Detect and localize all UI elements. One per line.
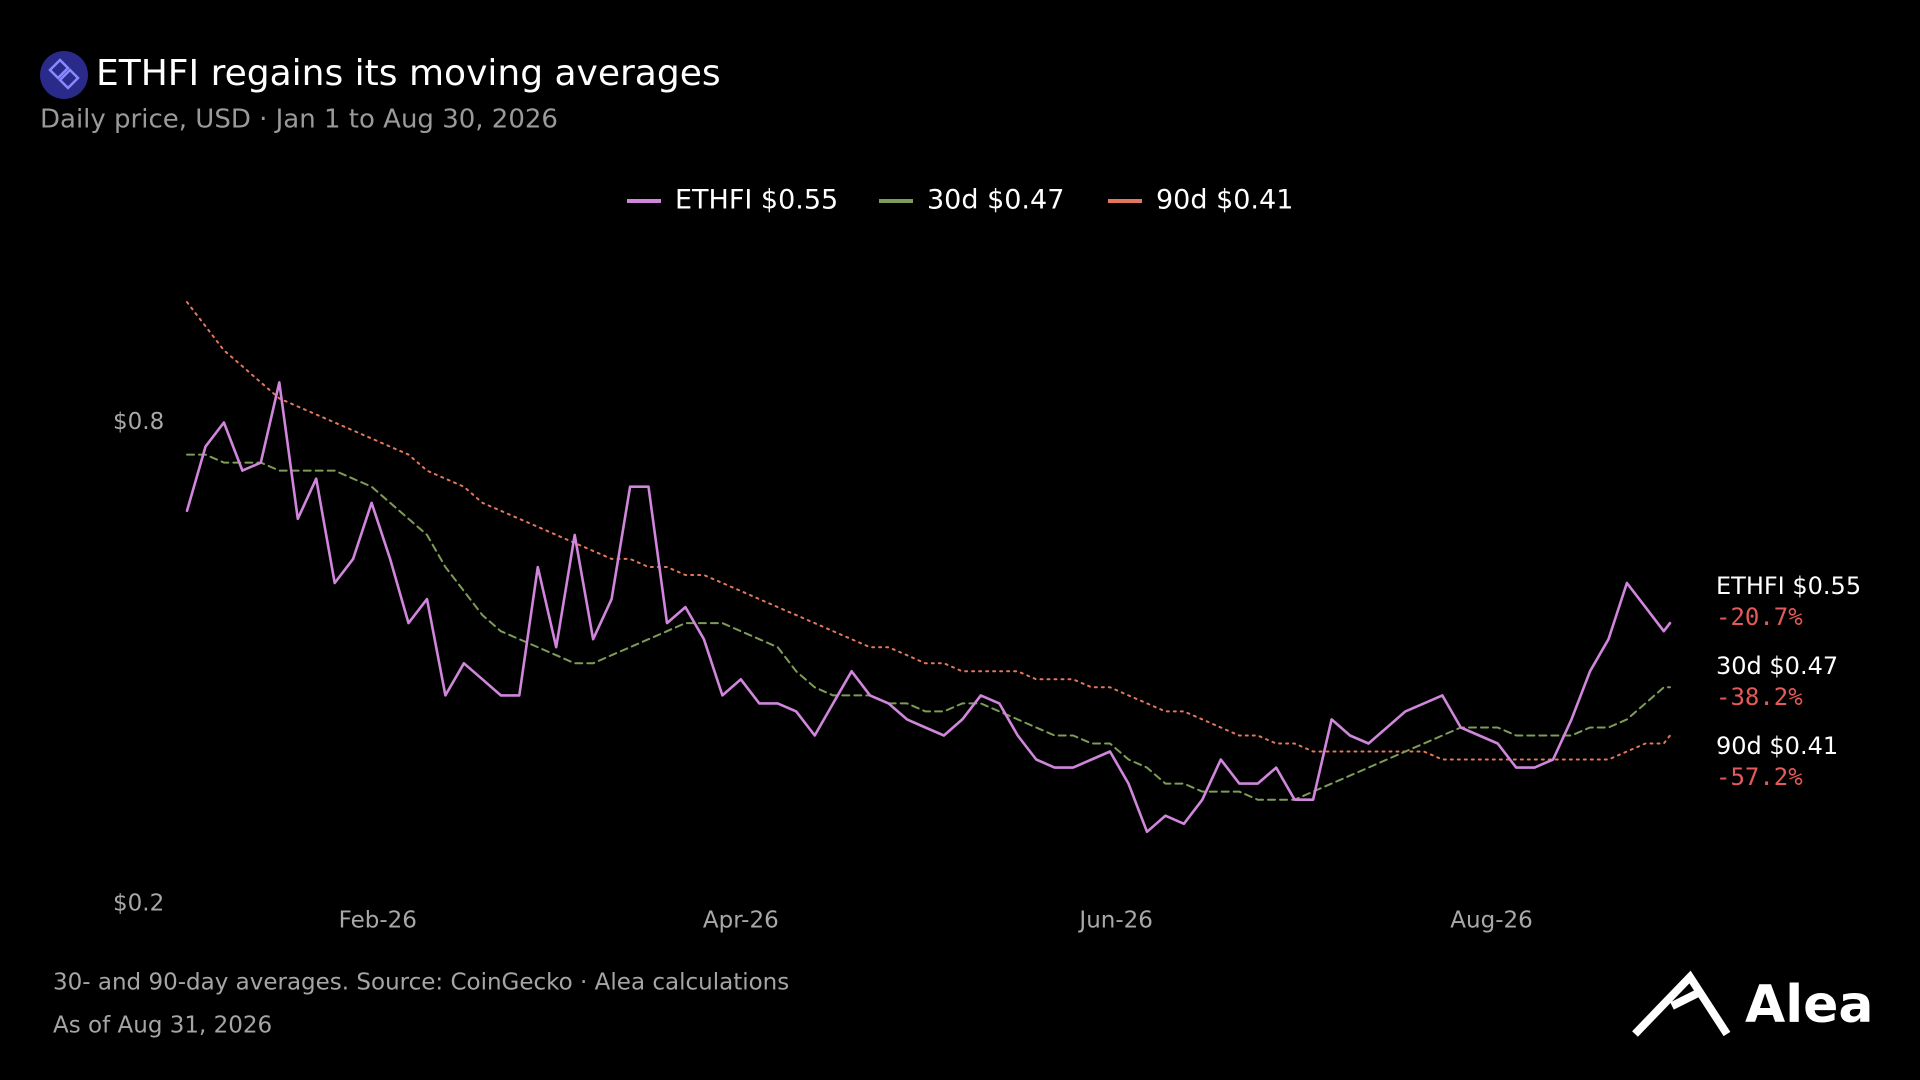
- legend-item: ETHFI $0.55: [627, 185, 838, 216]
- series-line: [186, 301, 1671, 761]
- end-label: ETHFI $0.55: [1716, 572, 1861, 600]
- chart-title: ETHFI regains its moving averages: [96, 53, 721, 94]
- legend-label: ETHFI $0.55: [675, 185, 838, 216]
- brand-logo: Alea: [1632, 970, 1873, 1037]
- end-label: 30d $0.47: [1716, 652, 1838, 680]
- x-tick-label: Feb-26: [339, 908, 417, 934]
- legend-item: 30d $0.47: [879, 185, 1064, 216]
- legend-label: 30d $0.47: [927, 185, 1064, 216]
- x-tick-label: Apr-26: [703, 908, 779, 934]
- end-label: 90d $0.41: [1716, 732, 1838, 760]
- brand-name: Alea: [1745, 975, 1873, 1035]
- legend-item: 90d $0.41: [1108, 185, 1293, 216]
- token-icon: [40, 51, 88, 99]
- footnote: 30- and 90-day averages. Source: CoinGec…: [53, 970, 789, 996]
- legend-label: 90d $0.41: [1156, 185, 1293, 216]
- series-line: [185, 381, 1672, 834]
- y-tick-label: $0.2: [113, 891, 164, 917]
- x-tick-label: Aug-26: [1450, 908, 1532, 934]
- as-of-note: As of Aug 31, 2026: [53, 1013, 272, 1039]
- chart-subtitle: Daily price, USD · Jan 1 to Aug 30, 2026: [40, 105, 558, 135]
- y-tick-label: $0.8: [113, 409, 164, 435]
- change-label: -20.7%: [1716, 603, 1803, 631]
- change-label: -38.2%: [1716, 683, 1803, 711]
- change-label: -57.2%: [1716, 763, 1803, 791]
- series-line: [186, 453, 1671, 801]
- x-tick-label: Jun-26: [1077, 908, 1153, 934]
